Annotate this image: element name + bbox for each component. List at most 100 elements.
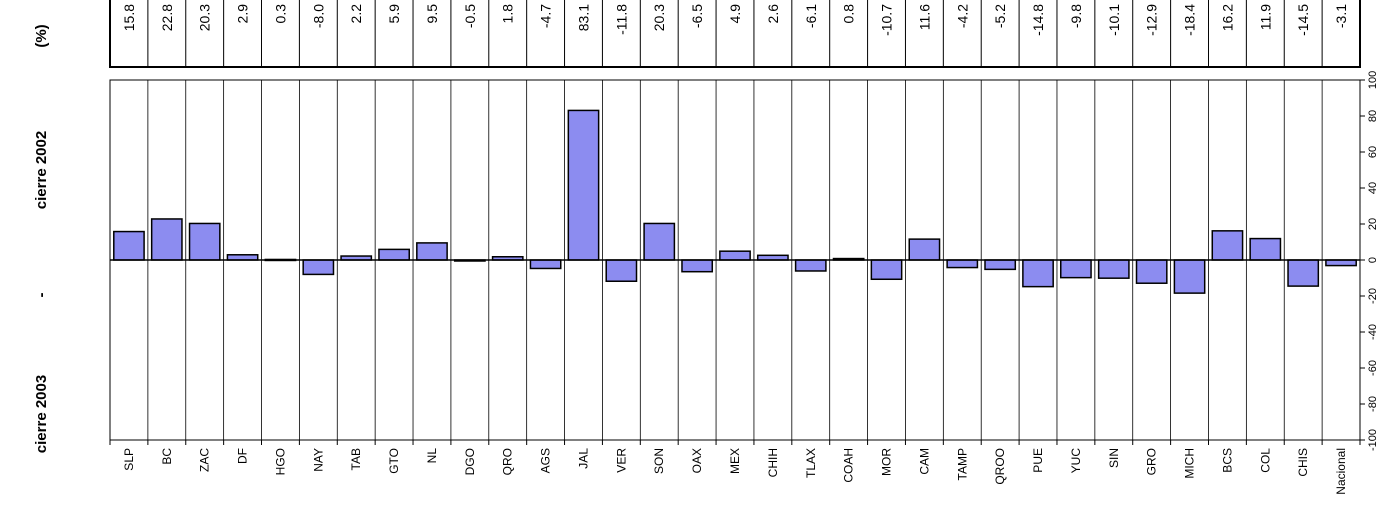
data-label: 0.8 bbox=[841, 4, 857, 24]
data-label: 83.1 bbox=[575, 4, 591, 31]
category-label: TAB bbox=[349, 448, 363, 470]
category-label: DGO bbox=[463, 448, 477, 475]
data-label: -14.5 bbox=[1295, 4, 1311, 36]
data-label: 1.8 bbox=[500, 4, 516, 24]
percent-label: (%) bbox=[33, 24, 50, 47]
category-label: QROO bbox=[993, 448, 1007, 485]
y-tick-label: 80 bbox=[1367, 110, 1379, 122]
y-tick-label: -100 bbox=[1367, 429, 1379, 451]
category-label: PUE bbox=[1031, 448, 1045, 473]
data-label: 5.9 bbox=[386, 4, 402, 24]
category-label: OAX bbox=[690, 448, 704, 473]
category-label: MEX bbox=[728, 448, 742, 474]
data-label: -6.1 bbox=[803, 4, 819, 28]
bar bbox=[529, 259, 562, 270]
data-label: -11.8 bbox=[613, 4, 629, 35]
category-label: NL bbox=[425, 448, 439, 464]
data-label: 2.9 bbox=[235, 4, 251, 24]
category-label: ZAC bbox=[198, 448, 212, 472]
bar bbox=[643, 222, 676, 261]
bar bbox=[605, 259, 638, 282]
category-label: COAH bbox=[842, 448, 856, 483]
category-label: GTO bbox=[387, 448, 401, 474]
data-label: 20.3 bbox=[197, 4, 213, 31]
data-label: 4.9 bbox=[727, 4, 743, 24]
plot-area bbox=[109, 79, 1361, 441]
data-label: -10.1 bbox=[1106, 4, 1122, 36]
data-label: -12.9 bbox=[1144, 4, 1160, 36]
bar bbox=[681, 259, 714, 273]
bar bbox=[1173, 259, 1206, 294]
bar bbox=[1022, 259, 1054, 288]
category-label: NAY bbox=[311, 448, 325, 472]
y-tick-label: -20 bbox=[1367, 288, 1379, 304]
category-label: HGO bbox=[273, 448, 287, 475]
bar bbox=[416, 242, 448, 261]
category-label: SLP bbox=[122, 448, 136, 471]
category-label: QRO bbox=[501, 448, 515, 475]
bar bbox=[567, 109, 600, 261]
y-tick-label: -60 bbox=[1367, 360, 1379, 376]
category-label: CHIS bbox=[1296, 448, 1310, 477]
data-label: -3.1 bbox=[1333, 4, 1349, 28]
y-tick-label: 20 bbox=[1367, 218, 1379, 230]
category-label: SON bbox=[652, 448, 666, 474]
category-label: CHIH bbox=[766, 448, 780, 477]
bar bbox=[1135, 259, 1168, 284]
bar bbox=[908, 238, 941, 261]
category-label: CAM bbox=[917, 448, 931, 475]
data-label: -6.5 bbox=[689, 4, 705, 28]
bar bbox=[1060, 259, 1092, 279]
data-label: -0.5 bbox=[462, 4, 478, 28]
category-label: MICH bbox=[1183, 448, 1197, 479]
bar bbox=[188, 222, 221, 261]
data-label: 9.5 bbox=[424, 4, 440, 24]
bar bbox=[946, 259, 979, 269]
bar bbox=[1097, 259, 1130, 279]
period-end-label: cierre 2003 bbox=[33, 375, 50, 453]
side-labels: (%) cierre 2002 - cierre 2003 bbox=[33, 24, 50, 453]
data-label: -18.4 bbox=[1182, 4, 1198, 36]
bar bbox=[794, 259, 827, 272]
data-label: 0.3 bbox=[272, 4, 288, 24]
y-tick-label: 40 bbox=[1367, 182, 1379, 194]
data-label: -14.8 bbox=[1030, 4, 1046, 36]
y-tick-label: -80 bbox=[1367, 396, 1379, 412]
bar bbox=[870, 259, 903, 281]
data-label: 16.2 bbox=[1219, 4, 1235, 31]
bar bbox=[1325, 259, 1357, 267]
category-label: Nacional bbox=[1334, 448, 1348, 495]
category-label: TAMP bbox=[955, 448, 969, 480]
bar bbox=[719, 250, 751, 261]
data-label: -9.8 bbox=[1068, 4, 1084, 28]
y-tick-label: 0 bbox=[1367, 257, 1379, 263]
data-label: -4.7 bbox=[538, 4, 554, 28]
bar bbox=[1249, 237, 1282, 261]
data-label: -5.2 bbox=[992, 4, 1008, 28]
bar bbox=[113, 230, 145, 261]
y-tick-label: 60 bbox=[1367, 146, 1379, 158]
y-tick-label: 100 bbox=[1367, 71, 1379, 89]
category-label: TLAX bbox=[804, 448, 818, 478]
category-label: BC bbox=[160, 448, 174, 465]
category-label: SIN bbox=[1107, 448, 1121, 468]
period-start-label: cierre 2002 bbox=[33, 131, 50, 209]
y-axis: 100 80 60 40 20 0 -20 -40 -60 -80 -100 bbox=[1359, 71, 1379, 451]
data-label: 15.8 bbox=[121, 4, 137, 31]
value-table: 15.8 22.8 20.3 2.9 0.3 -8.0 2.2 5.9 9.5 -0.5 1.8 -4… bbox=[109, 0, 1361, 68]
data-label: -10.7 bbox=[879, 4, 895, 36]
category-label: COL bbox=[1258, 448, 1272, 473]
data-label: 2.6 bbox=[765, 4, 781, 24]
dash-label: - bbox=[33, 293, 50, 298]
data-label: 2.2 bbox=[348, 4, 364, 24]
data-label: 22.8 bbox=[159, 4, 175, 31]
data-label: 11.9 bbox=[1257, 4, 1273, 30]
bar bbox=[226, 254, 259, 261]
bar bbox=[150, 218, 183, 261]
category-label: AGS bbox=[539, 448, 553, 473]
data-label: 11.6 bbox=[916, 4, 932, 30]
category-label: BCS bbox=[1220, 448, 1234, 473]
category-label: VER bbox=[614, 448, 628, 473]
category-label: GRO bbox=[1145, 448, 1159, 475]
